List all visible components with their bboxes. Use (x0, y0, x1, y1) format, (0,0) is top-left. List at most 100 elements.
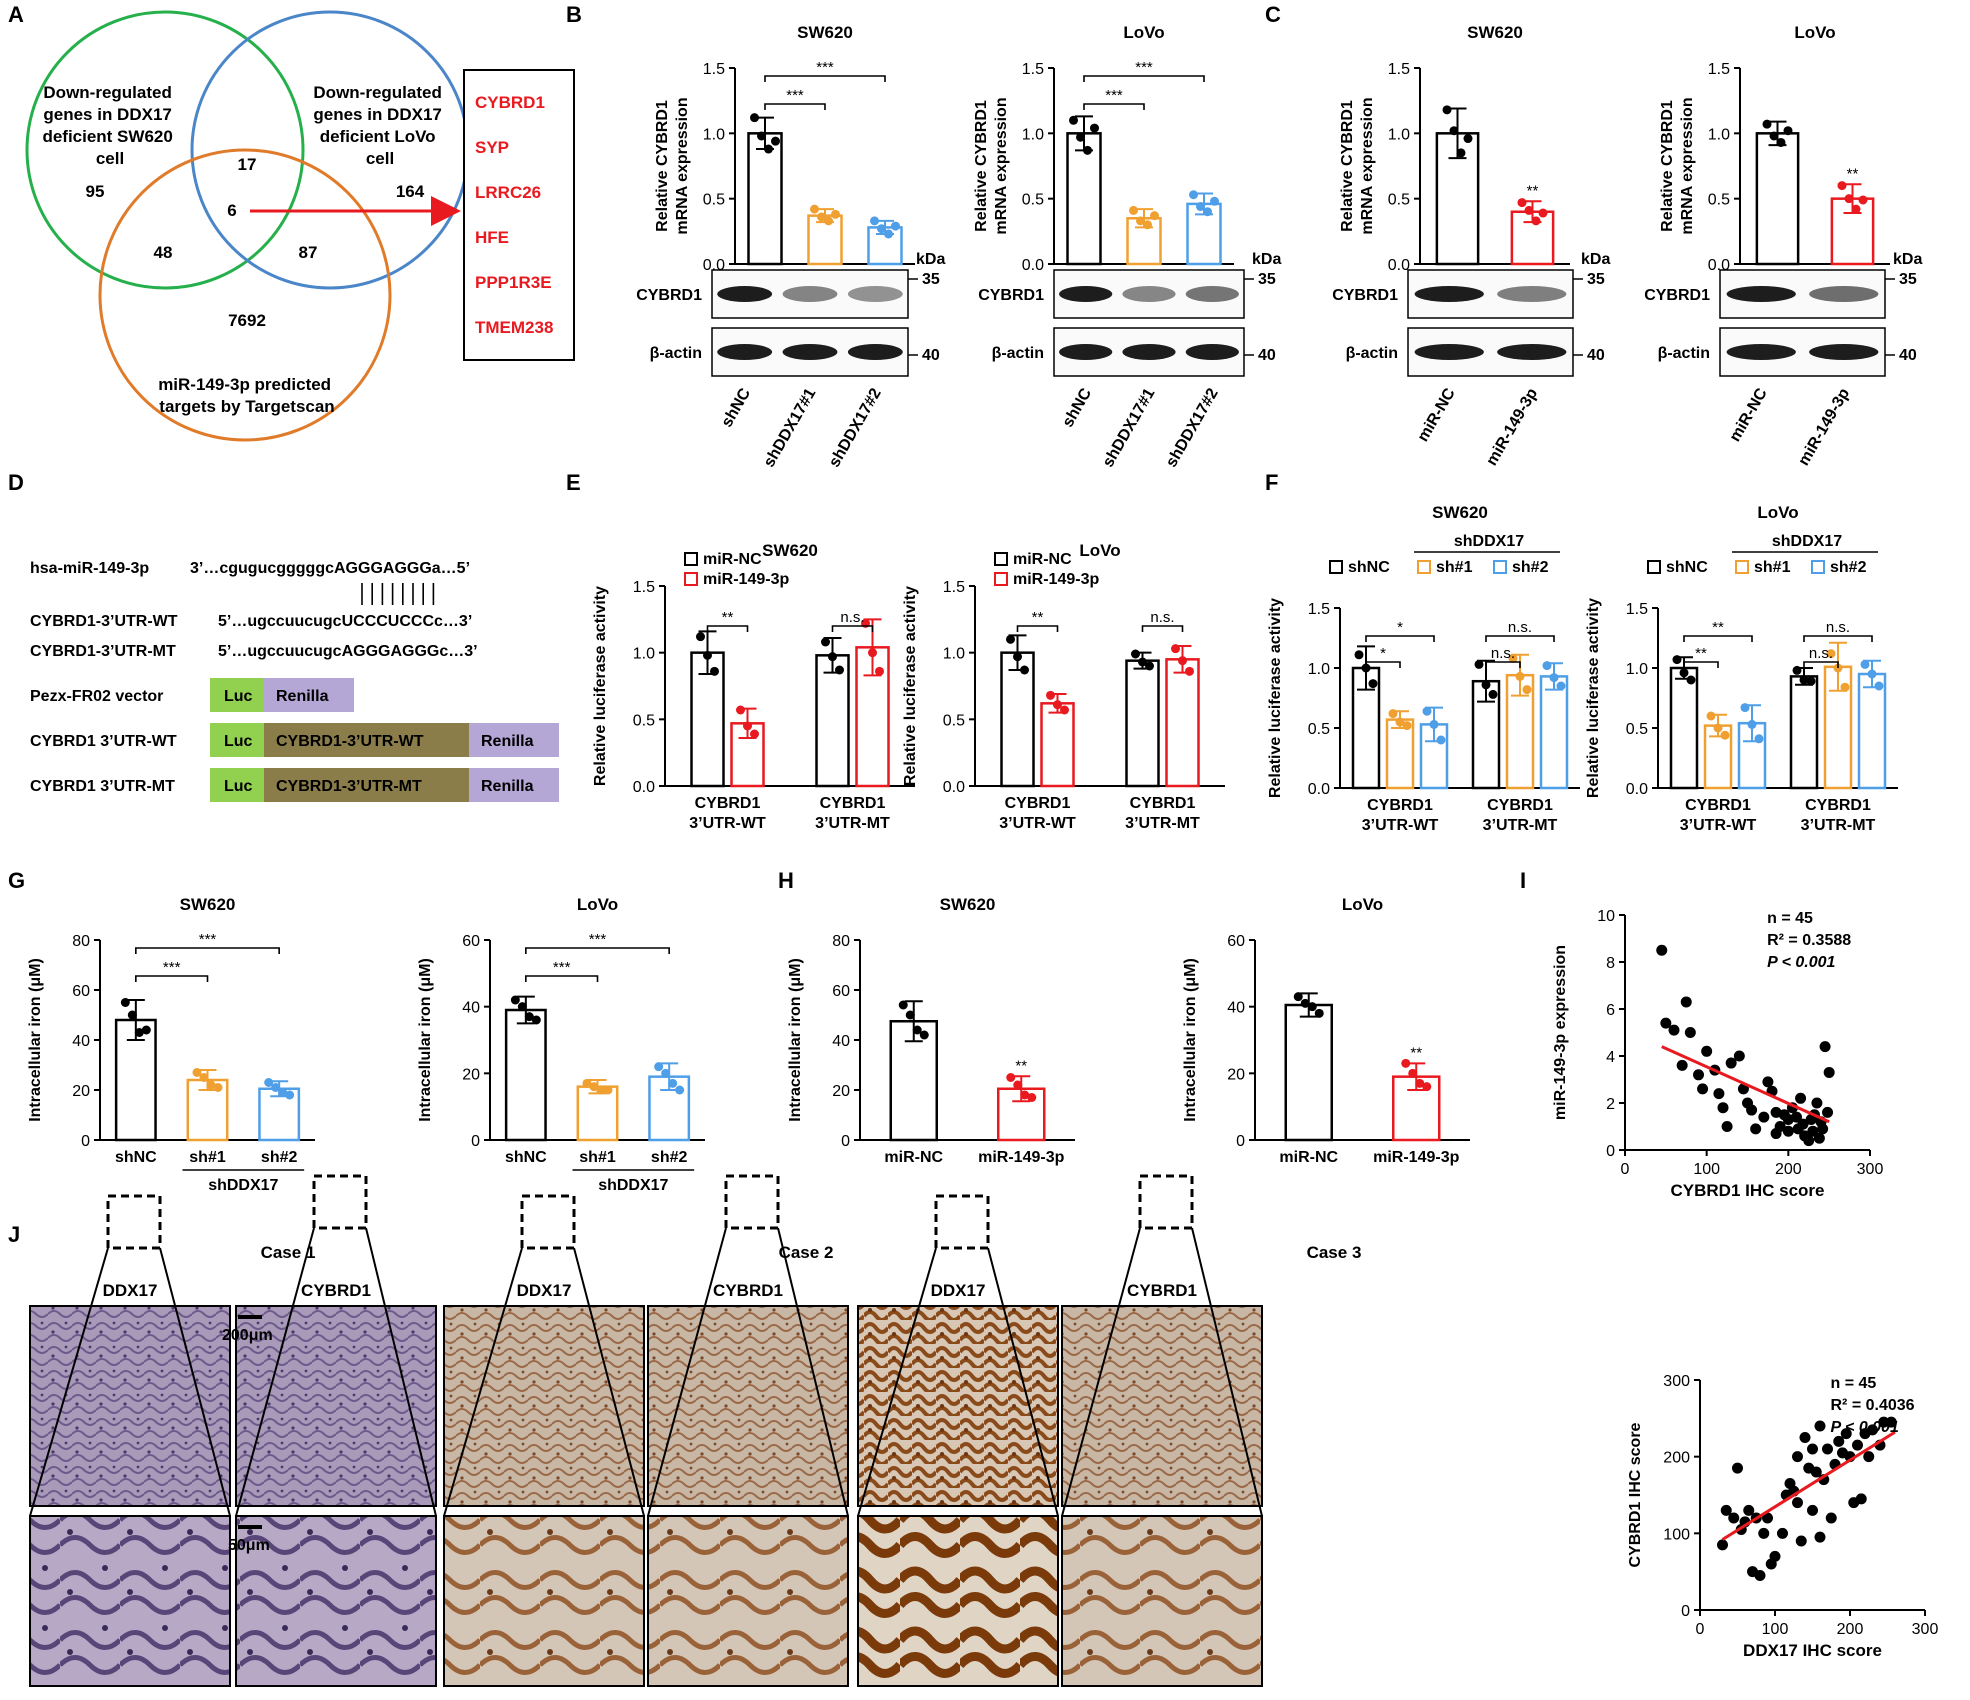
scatter-point (1743, 1504, 1755, 1516)
kda-label: kDa (1893, 251, 1922, 268)
scatter-point (1746, 1104, 1758, 1116)
chart-g-lovo: 0 20 40 60 Intracellular iron (μM) LoVo *** ***… (417, 895, 705, 1194)
data-point (271, 1083, 281, 1092)
scatter-point (1721, 1121, 1733, 1132)
legend-swatch (1329, 560, 1343, 574)
data-point (1449, 126, 1459, 136)
legend-label: miR-NC (703, 551, 762, 568)
scatter-point (1750, 1123, 1762, 1135)
y-tick-label: 1.5 (943, 579, 965, 596)
y-tick-label: 20 (832, 1083, 850, 1100)
sig-bracket (1083, 103, 1145, 110)
y-axis-label: mRNA expression (674, 97, 691, 234)
stain-label: DDX17 (931, 1281, 986, 1300)
data-point (1860, 659, 1870, 669)
chart-title: LoVo (1342, 895, 1383, 914)
kda-marker: 35 (1899, 271, 1917, 288)
legend-label: miR-149-3p (1013, 571, 1099, 588)
data-point (120, 998, 130, 1007)
x-category-label: sh#2 (261, 1149, 298, 1166)
data-point (1867, 669, 1877, 679)
data-point (1076, 132, 1085, 142)
gene-syp: SYP (475, 138, 509, 157)
y-tick-label: 1.0 (1022, 126, 1044, 143)
wt-seq: 5’…ugccuucugcUCCCUCCCc…3’ (218, 613, 472, 630)
data-point (1210, 196, 1219, 206)
y-axis-label: Intracellular iron (μM) (787, 958, 804, 1122)
sig-label: * (1380, 645, 1386, 662)
venn-count-87: 87 (299, 243, 318, 262)
sig-bracket (1365, 635, 1435, 642)
scatter-point (1693, 1069, 1704, 1081)
y-tick-label: 0.5 (703, 192, 725, 209)
zoom-line (573, 1247, 645, 1517)
sig-bracket (831, 625, 874, 632)
data-point (696, 632, 705, 642)
venn-count-6: 6 (227, 201, 236, 220)
construct-part (210, 678, 264, 712)
stat-annotation: P < 0.001 (1767, 954, 1835, 971)
scatter-point (1713, 1088, 1725, 1100)
legend-swatch (994, 572, 1008, 586)
y-tick-label: 1.0 (1708, 126, 1730, 143)
regression-line (1661, 1045, 1830, 1124)
y-tick-label: 20 (462, 1066, 480, 1083)
scatter-point (1813, 1132, 1825, 1144)
blot-band (1185, 344, 1239, 360)
data-point (1401, 1058, 1411, 1068)
scatter-point (1762, 1512, 1773, 1524)
panel-label-h: H (778, 868, 794, 893)
y-tick-label: 2 (1606, 1096, 1615, 1113)
sig-label: n.s. (1508, 619, 1532, 636)
chart-g-sw620: 0 20 40 60 80 Intracellular iron (μM) SW620 ***… (27, 895, 315, 1194)
sig-label: ** (1032, 609, 1044, 626)
x-category-label: miR-149-3p (1373, 1149, 1459, 1166)
data-point (1686, 675, 1696, 685)
scatter-point (1792, 1451, 1803, 1463)
data-point (661, 1068, 671, 1078)
data-point (1145, 661, 1154, 671)
blot-band (1809, 344, 1879, 360)
scatter-point (1717, 1539, 1728, 1551)
data-point (1354, 650, 1364, 660)
data-point (1090, 123, 1099, 133)
panel-label-d: D (8, 470, 24, 495)
bar (1669, 666, 1699, 790)
construct-diagram: hsa-miR-149-3p 3’…cgugucgggggcAGGGAGGGa…… (30, 560, 559, 802)
data-point (1150, 211, 1159, 221)
x-category-label: 3’UTR-MT (1483, 817, 1558, 834)
scatter-point (1769, 1550, 1781, 1562)
blot-band (717, 344, 773, 360)
sig-bracket (1083, 75, 1205, 82)
chart-title: SW620 (180, 895, 236, 914)
data-point (589, 1082, 599, 1092)
blot-band (1809, 286, 1879, 302)
data-point (141, 1025, 151, 1035)
sig-label: n.s. (1826, 619, 1850, 636)
data-point (884, 229, 893, 239)
scatter-point (1833, 1435, 1845, 1447)
x-axis-label: DDX17 IHC score (1743, 1641, 1882, 1660)
data-point (1508, 653, 1518, 663)
x-category-label: shNC (505, 1149, 547, 1166)
data-point (743, 721, 752, 731)
y-tick-label: 1.0 (703, 126, 725, 143)
zoom-box (106, 1194, 162, 1250)
scatter-point (1867, 1424, 1878, 1436)
data-point (1858, 195, 1868, 205)
y-tick-label: 40 (1227, 1000, 1245, 1017)
legend-swatch (1811, 560, 1825, 574)
panel-label-j: J (8, 1222, 20, 1247)
sig-label: n.s. (1150, 609, 1174, 626)
sig-label: *** (786, 87, 804, 104)
blot-label: CYBRD1 (1644, 287, 1710, 304)
sig-label: ** (1527, 182, 1539, 199)
sig-bracket (135, 947, 280, 954)
data-point (1429, 719, 1439, 729)
blot-band (1497, 286, 1567, 302)
scatter-point (1720, 1504, 1732, 1516)
y-tick-label: 60 (832, 983, 850, 1000)
zoom-line (29, 1247, 109, 1517)
y-tick-label: 20 (72, 1083, 90, 1100)
x-category-label: 3’UTR-MT (1801, 817, 1876, 834)
